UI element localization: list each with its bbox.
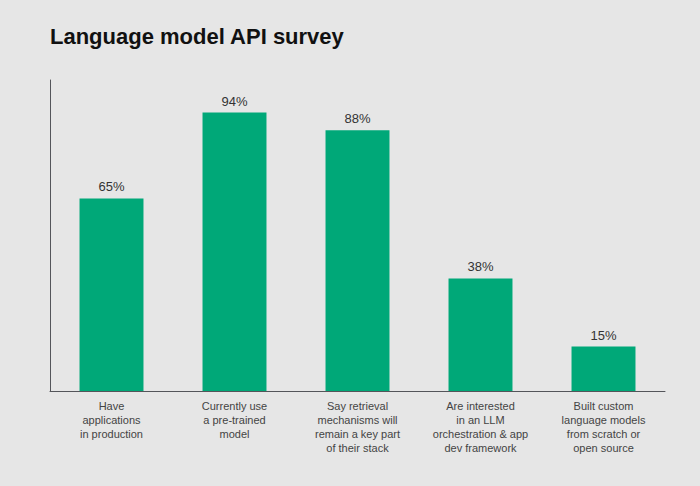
svg-text:of their stack: of their stack xyxy=(326,442,389,454)
svg-text:88%: 88% xyxy=(344,111,370,126)
svg-text:38%: 38% xyxy=(467,259,493,274)
svg-text:Built custom: Built custom xyxy=(574,400,634,412)
svg-text:65%: 65% xyxy=(98,179,124,194)
svg-text:Are interested: Are interested xyxy=(446,400,514,412)
svg-text:Say retrieval: Say retrieval xyxy=(327,400,388,412)
svg-text:Have: Have xyxy=(99,400,125,412)
svg-text:remain a key part: remain a key part xyxy=(315,428,400,440)
svg-text:in production: in production xyxy=(80,428,143,440)
svg-text:94%: 94% xyxy=(221,94,247,109)
svg-text:orchestration & app: orchestration & app xyxy=(433,428,528,440)
svg-text:open source: open source xyxy=(573,442,634,454)
svg-text:mechanisms will: mechanisms will xyxy=(317,414,397,426)
svg-text:dev framework: dev framework xyxy=(444,442,517,454)
svg-text:applications: applications xyxy=(82,414,141,426)
svg-text:15%: 15% xyxy=(590,328,616,343)
svg-text:Language model API survey: Language model API survey xyxy=(50,24,345,49)
svg-text:in an LLM: in an LLM xyxy=(456,414,504,426)
svg-text:model: model xyxy=(220,428,250,440)
svg-text:a pre-trained: a pre-trained xyxy=(203,414,265,426)
svg-text:Currently use: Currently use xyxy=(202,400,267,412)
svg-text:from scratch or: from scratch or xyxy=(567,428,641,440)
svg-text:language models: language models xyxy=(562,414,646,426)
